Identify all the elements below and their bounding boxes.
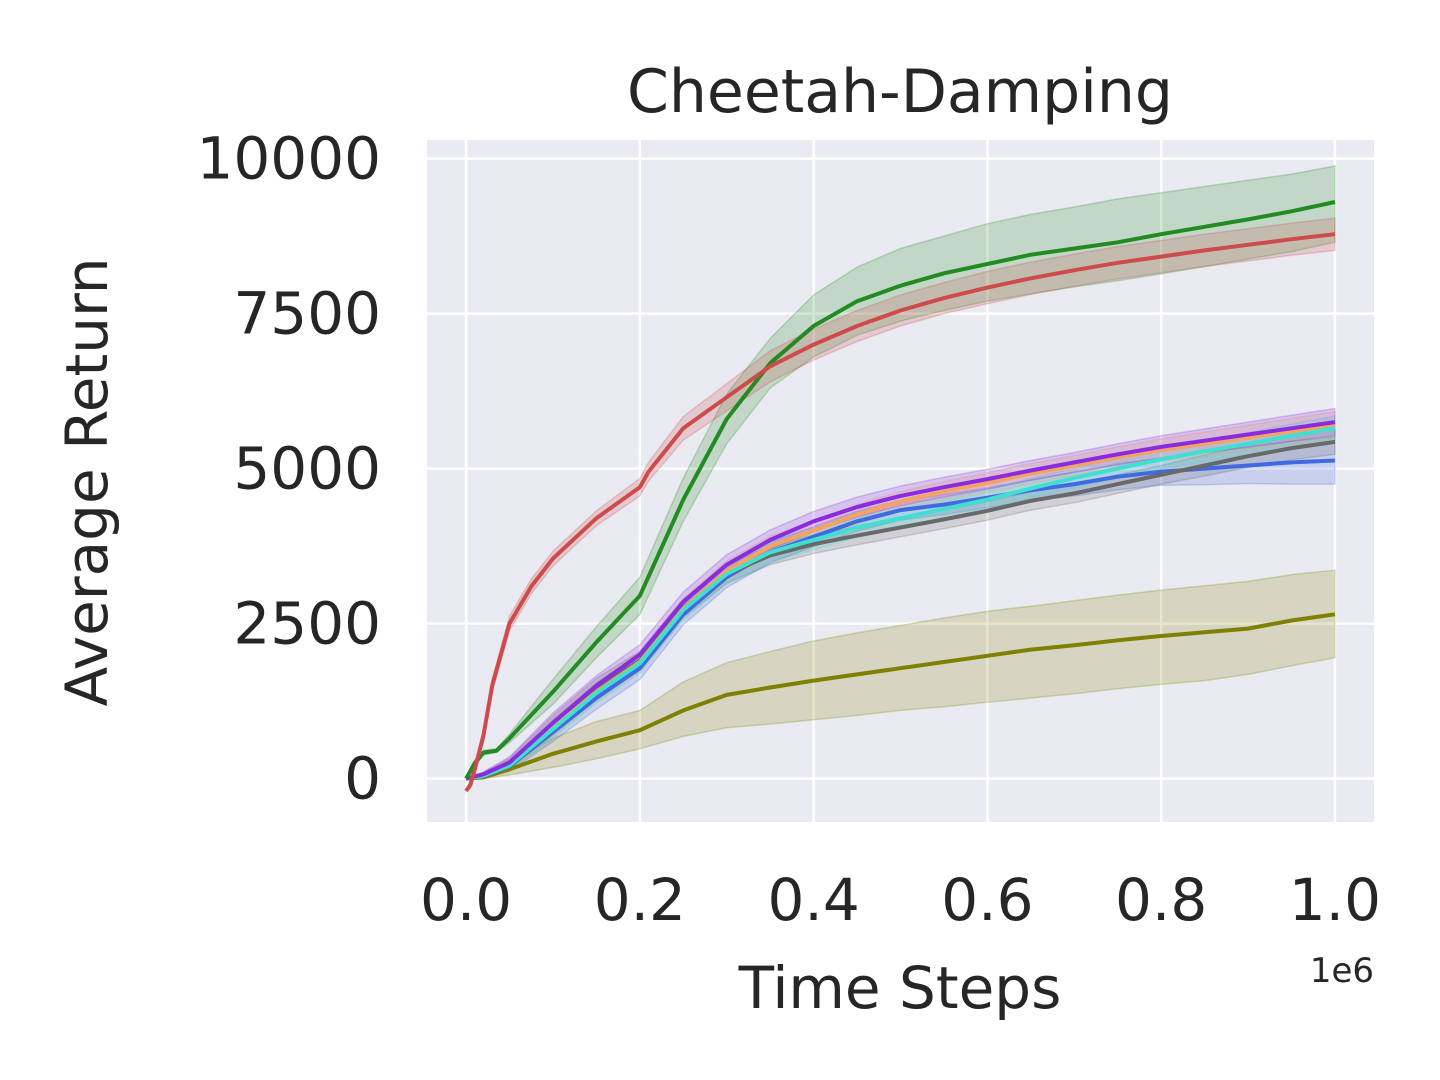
series-band-6 (465, 165, 1336, 780)
y-tick-label-2: 5000 (233, 435, 381, 503)
y-tick-label-0: 0 (344, 745, 381, 813)
chart-title: Cheetah-Damping (627, 57, 1173, 127)
series-lines (464, 200, 1336, 793)
series-line-7 (464, 232, 1336, 793)
x-tick-label-2: 0.4 (767, 866, 859, 934)
x-tick-labels: 0.0 0.2 0.4 0.6 0.8 1.0 (420, 866, 1381, 934)
y-tick-label-4: 10000 (196, 125, 381, 193)
grid (427, 140, 1374, 822)
series-line-6 (464, 200, 1336, 780)
x-tick-label-4: 0.8 (1115, 866, 1207, 934)
x-tick-label-1: 0.2 (594, 866, 686, 934)
x-axis-label: Time Steps (738, 954, 1062, 1022)
x-axis-offset-label: 1e6 (1310, 951, 1374, 991)
series-line-5 (465, 420, 1336, 781)
x-tick-label-5: 1.0 (1289, 866, 1381, 934)
series-line-0 (465, 612, 1336, 781)
x-tick-label-0: 0.0 (420, 866, 512, 934)
x-tick-label-3: 0.6 (941, 866, 1033, 934)
series-line-4 (465, 426, 1336, 781)
y-tick-label-3: 7500 (233, 280, 381, 348)
y-axis-label: Average Return (53, 257, 121, 706)
series-band-0 (465, 569, 1336, 780)
y-tick-label-1: 2500 (233, 590, 381, 658)
y-tick-labels: 0 2500 5000 7500 10000 (196, 125, 381, 813)
